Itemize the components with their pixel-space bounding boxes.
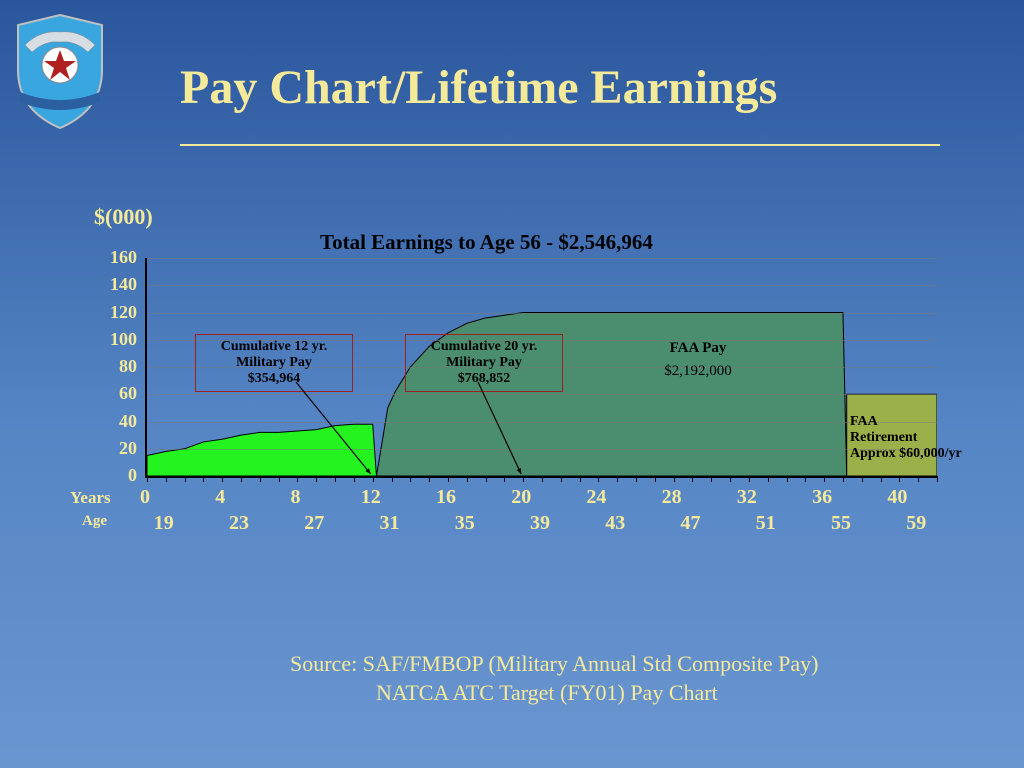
x-tick bbox=[429, 476, 430, 482]
slide-title: Pay Chart/Lifetime Earnings bbox=[180, 60, 777, 115]
x-label-years: 0 bbox=[140, 486, 150, 509]
x-tick bbox=[297, 476, 298, 482]
x-label-age: 39 bbox=[530, 512, 550, 535]
x-tick bbox=[185, 476, 186, 482]
gridline bbox=[147, 285, 937, 286]
x-label-age: 35 bbox=[455, 512, 475, 535]
slide: Pay Chart/Lifetime Earnings $(000) Total… bbox=[0, 0, 1024, 768]
x-tick bbox=[448, 476, 449, 482]
x-label-years: 12 bbox=[361, 486, 381, 509]
x-label-age: 43 bbox=[605, 512, 625, 535]
y-tick-label: 120 bbox=[97, 302, 137, 323]
x-label-age: 23 bbox=[229, 512, 249, 535]
y-tick-label: 80 bbox=[97, 356, 137, 377]
x-label-years: 40 bbox=[887, 486, 907, 509]
x-tick bbox=[768, 476, 769, 482]
x-tick bbox=[692, 476, 693, 482]
x-tick bbox=[147, 476, 148, 482]
x-axis-name-years: Years bbox=[70, 488, 111, 508]
x-label-age: 59 bbox=[906, 512, 926, 535]
y-tick-label: 20 bbox=[97, 438, 137, 459]
x-tick bbox=[316, 476, 317, 482]
x-tick bbox=[655, 476, 656, 482]
x-label-years: 8 bbox=[290, 486, 300, 509]
x-tick bbox=[486, 476, 487, 482]
x-tick bbox=[335, 476, 336, 482]
gridline bbox=[147, 449, 937, 450]
x-label-age: 19 bbox=[154, 512, 174, 535]
x-tick bbox=[824, 476, 825, 482]
x-tick bbox=[899, 476, 900, 482]
y-tick-label: 100 bbox=[97, 329, 137, 350]
x-tick bbox=[373, 476, 374, 482]
gridline bbox=[147, 394, 937, 395]
agency-shield-logo bbox=[10, 10, 110, 130]
gridline bbox=[147, 422, 937, 423]
x-label-years: 36 bbox=[812, 486, 832, 509]
x-tick bbox=[203, 476, 204, 482]
source-line-2: NATCA ATC Target (FY01) Pay Chart bbox=[376, 680, 718, 705]
gridline bbox=[147, 258, 937, 259]
x-tick bbox=[881, 476, 882, 482]
x-label-years: 20 bbox=[511, 486, 531, 509]
x-tick bbox=[354, 476, 355, 482]
x-label-years: 24 bbox=[586, 486, 606, 509]
x-tick bbox=[580, 476, 581, 482]
x-tick bbox=[260, 476, 261, 482]
x-tick bbox=[523, 476, 524, 482]
x-tick bbox=[241, 476, 242, 482]
x-tick bbox=[711, 476, 712, 482]
x-label-age: 27 bbox=[304, 512, 324, 535]
x-tick bbox=[617, 476, 618, 482]
x-tick bbox=[598, 476, 599, 482]
gridline bbox=[147, 313, 937, 314]
callout-faa-pay: FAA Pay$2,192,000 bbox=[610, 336, 786, 385]
x-tick bbox=[410, 476, 411, 482]
x-label-age: 51 bbox=[756, 512, 776, 535]
x-label-years: 28 bbox=[662, 486, 682, 509]
title-underline bbox=[180, 144, 940, 146]
x-axis-name-age: Age bbox=[82, 513, 107, 530]
y-tick-label: 0 bbox=[97, 465, 137, 486]
x-tick bbox=[279, 476, 280, 482]
y-tick-label: 60 bbox=[97, 383, 137, 404]
y-tick-label: 40 bbox=[97, 411, 137, 432]
x-label-years: 16 bbox=[436, 486, 456, 509]
x-tick bbox=[467, 476, 468, 482]
x-label-age: 47 bbox=[680, 512, 700, 535]
callout-military-12yr: Cumulative 12 yr.Military Pay$354,964 bbox=[195, 334, 353, 392]
x-tick bbox=[918, 476, 919, 482]
x-label-age: 55 bbox=[831, 512, 851, 535]
x-tick bbox=[843, 476, 844, 482]
x-tick bbox=[636, 476, 637, 482]
x-tick bbox=[561, 476, 562, 482]
callout-faa-retirement: FAARetirementApprox $60,000/yr bbox=[850, 414, 1005, 462]
x-tick bbox=[937, 476, 938, 482]
x-tick bbox=[542, 476, 543, 482]
x-tick bbox=[504, 476, 505, 482]
x-label-years: 32 bbox=[737, 486, 757, 509]
x-tick bbox=[749, 476, 750, 482]
x-tick bbox=[862, 476, 863, 482]
x-tick bbox=[787, 476, 788, 482]
x-label-years: 4 bbox=[215, 486, 225, 509]
x-label-age: 31 bbox=[380, 512, 400, 535]
x-tick bbox=[805, 476, 806, 482]
y-axis-unit: $(000) bbox=[94, 204, 153, 230]
source-line-1: Source: SAF/FMBOP (Military Annual Std C… bbox=[290, 651, 818, 676]
x-tick bbox=[674, 476, 675, 482]
callout-military-20yr: Cumulative 20 yr.Military Pay$768,852 bbox=[405, 334, 563, 392]
x-tick bbox=[730, 476, 731, 482]
y-tick-label: 140 bbox=[97, 274, 137, 295]
chart-total-earnings: Total Earnings to Age 56 - $2,546,964 bbox=[320, 230, 653, 255]
y-tick-label: 160 bbox=[97, 247, 137, 268]
source-citation: Source: SAF/FMBOP (Military Annual Std C… bbox=[290, 650, 818, 707]
x-tick bbox=[222, 476, 223, 482]
x-tick bbox=[166, 476, 167, 482]
x-tick bbox=[392, 476, 393, 482]
